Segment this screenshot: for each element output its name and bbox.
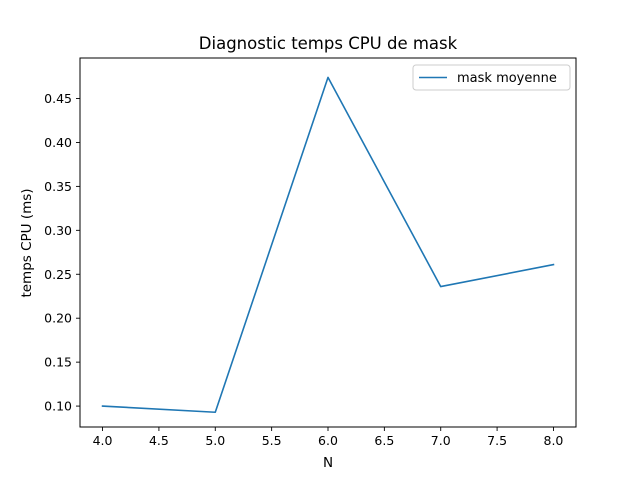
legend-box [412, 64, 571, 91]
x-tick-label: 7.5 [487, 433, 507, 448]
axis-ticks: 4.0 4.5 5.0 5.5 6.0 6.5 7.0 7.5 8.0 0.10 0.15 0.20 0… [44, 91, 563, 448]
legend: mask moyenne [412, 64, 571, 91]
y-tick-label: 0.45 [44, 91, 72, 106]
x-tick-label: 6.5 [374, 433, 394, 448]
x-tick-label: 4.0 [93, 433, 113, 448]
x-axis-label: N [323, 455, 333, 471]
y-tick-label: 0.20 [44, 311, 72, 326]
x-tick-label: 5.0 [205, 433, 225, 448]
x-tick-label: 7.0 [431, 433, 451, 448]
x-tick-label: 4.5 [149, 433, 169, 448]
series-line-0 [101, 76, 555, 414]
y-tick-label: 0.10 [44, 399, 72, 414]
y-tick-label: 0.15 [44, 355, 72, 370]
y-tick-label: 0.30 [44, 223, 72, 238]
y-tick-label: 0.35 [44, 179, 72, 194]
x-tick-label: 8.0 [544, 433, 564, 448]
y-tick-label: 0.40 [44, 135, 72, 150]
y-tick-label: 0.25 [44, 267, 72, 282]
chart-title: Diagnostic temps CPU de mask [199, 34, 458, 53]
y-axis-label: temps CPU (ms) [19, 188, 35, 297]
x-tick-label: 5.5 [262, 433, 282, 448]
legend-label: mask moyenne [457, 71, 557, 86]
x-tick-label: 6.0 [318, 433, 338, 448]
